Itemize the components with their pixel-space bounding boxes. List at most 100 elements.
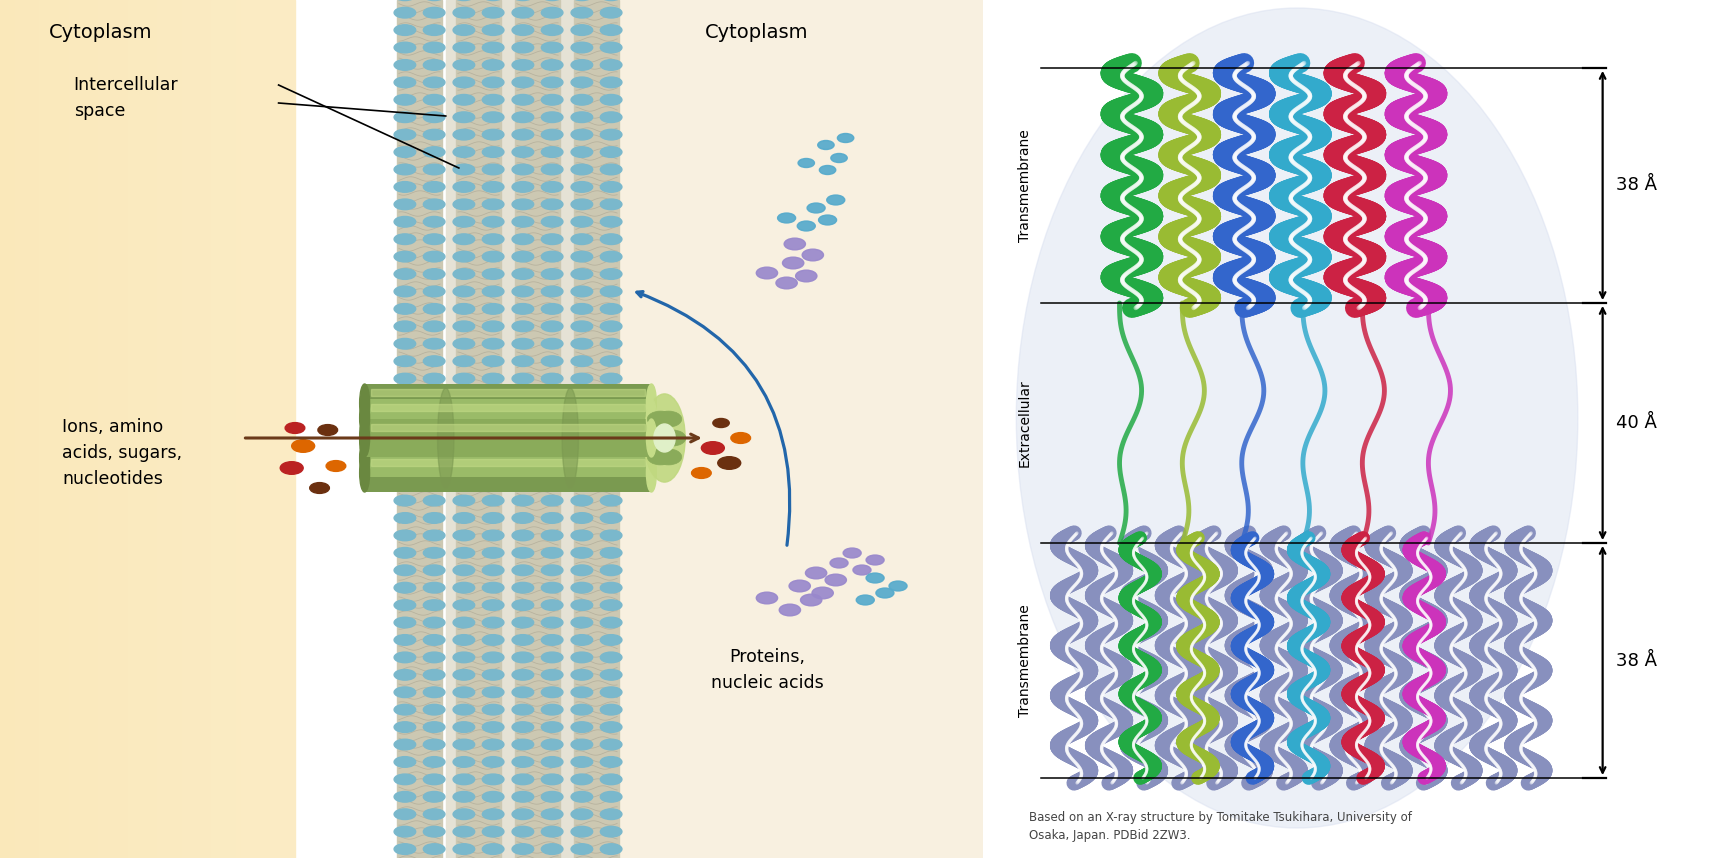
Ellipse shape <box>542 356 563 366</box>
Ellipse shape <box>511 164 534 175</box>
Ellipse shape <box>511 321 534 332</box>
Ellipse shape <box>393 60 416 70</box>
Ellipse shape <box>542 757 563 767</box>
Ellipse shape <box>542 565 563 576</box>
Ellipse shape <box>600 251 622 262</box>
Ellipse shape <box>453 164 475 175</box>
Ellipse shape <box>482 426 504 436</box>
Ellipse shape <box>571 495 593 506</box>
Ellipse shape <box>511 216 534 227</box>
Ellipse shape <box>571 547 593 559</box>
Ellipse shape <box>511 147 534 157</box>
Ellipse shape <box>511 530 534 541</box>
Ellipse shape <box>511 234 534 245</box>
Ellipse shape <box>600 42 622 53</box>
Ellipse shape <box>542 338 563 349</box>
Ellipse shape <box>600 617 622 628</box>
Bar <box>68 0 74 858</box>
Ellipse shape <box>542 77 563 88</box>
Ellipse shape <box>600 722 622 733</box>
Ellipse shape <box>511 251 534 262</box>
Bar <box>0 0 5 858</box>
Ellipse shape <box>571 25 593 35</box>
Text: Cytoplasm: Cytoplasm <box>705 23 809 42</box>
Ellipse shape <box>482 130 504 140</box>
Ellipse shape <box>393 373 416 384</box>
Bar <box>29 0 34 858</box>
Ellipse shape <box>542 600 563 610</box>
Ellipse shape <box>511 60 534 70</box>
Ellipse shape <box>511 774 534 785</box>
Ellipse shape <box>482 234 504 245</box>
Ellipse shape <box>424 373 445 384</box>
Bar <box>446 0 576 858</box>
Ellipse shape <box>393 617 416 628</box>
Ellipse shape <box>393 530 416 541</box>
Ellipse shape <box>424 269 445 280</box>
Ellipse shape <box>542 478 563 488</box>
Bar <box>197 0 202 858</box>
Ellipse shape <box>511 826 534 837</box>
Ellipse shape <box>393 130 416 140</box>
Ellipse shape <box>542 112 563 123</box>
Ellipse shape <box>482 565 504 576</box>
Ellipse shape <box>280 462 303 474</box>
Ellipse shape <box>542 25 563 35</box>
Ellipse shape <box>482 304 504 314</box>
Ellipse shape <box>424 652 445 662</box>
Ellipse shape <box>829 558 848 568</box>
Ellipse shape <box>542 547 563 559</box>
Ellipse shape <box>600 791 622 802</box>
Ellipse shape <box>453 809 475 819</box>
Ellipse shape <box>482 164 504 175</box>
Ellipse shape <box>292 439 315 452</box>
Ellipse shape <box>482 182 504 192</box>
Ellipse shape <box>482 635 504 645</box>
Ellipse shape <box>393 704 416 715</box>
Ellipse shape <box>482 774 504 785</box>
Ellipse shape <box>542 461 563 471</box>
Ellipse shape <box>393 164 416 175</box>
Ellipse shape <box>482 617 504 628</box>
Ellipse shape <box>542 321 563 332</box>
Ellipse shape <box>393 652 416 662</box>
Ellipse shape <box>511 809 534 819</box>
Ellipse shape <box>393 42 416 53</box>
Ellipse shape <box>482 687 504 698</box>
Ellipse shape <box>453 443 475 454</box>
Ellipse shape <box>453 704 475 715</box>
Ellipse shape <box>424 304 445 314</box>
Ellipse shape <box>542 495 563 506</box>
Ellipse shape <box>600 390 622 402</box>
Ellipse shape <box>511 547 534 559</box>
Ellipse shape <box>645 394 686 482</box>
Ellipse shape <box>424 130 445 140</box>
Ellipse shape <box>482 652 504 662</box>
Ellipse shape <box>482 338 504 349</box>
Bar <box>371 459 645 467</box>
Ellipse shape <box>646 419 657 457</box>
Ellipse shape <box>600 478 622 488</box>
Bar <box>275 0 280 858</box>
Ellipse shape <box>424 287 445 297</box>
Ellipse shape <box>482 8 504 18</box>
Ellipse shape <box>424 60 445 70</box>
Ellipse shape <box>571 112 593 123</box>
Ellipse shape <box>424 704 445 715</box>
Ellipse shape <box>646 454 657 492</box>
Ellipse shape <box>359 384 369 422</box>
Ellipse shape <box>730 432 751 444</box>
Ellipse shape <box>359 419 369 457</box>
Ellipse shape <box>571 8 593 18</box>
Ellipse shape <box>424 199 445 209</box>
Ellipse shape <box>571 130 593 140</box>
Ellipse shape <box>424 843 445 855</box>
Ellipse shape <box>393 25 416 35</box>
Ellipse shape <box>453 635 475 645</box>
Ellipse shape <box>482 757 504 767</box>
Ellipse shape <box>600 583 622 593</box>
Ellipse shape <box>453 461 475 471</box>
Ellipse shape <box>438 388 453 488</box>
Ellipse shape <box>542 147 563 157</box>
Text: Cytoplasm: Cytoplasm <box>50 23 152 42</box>
